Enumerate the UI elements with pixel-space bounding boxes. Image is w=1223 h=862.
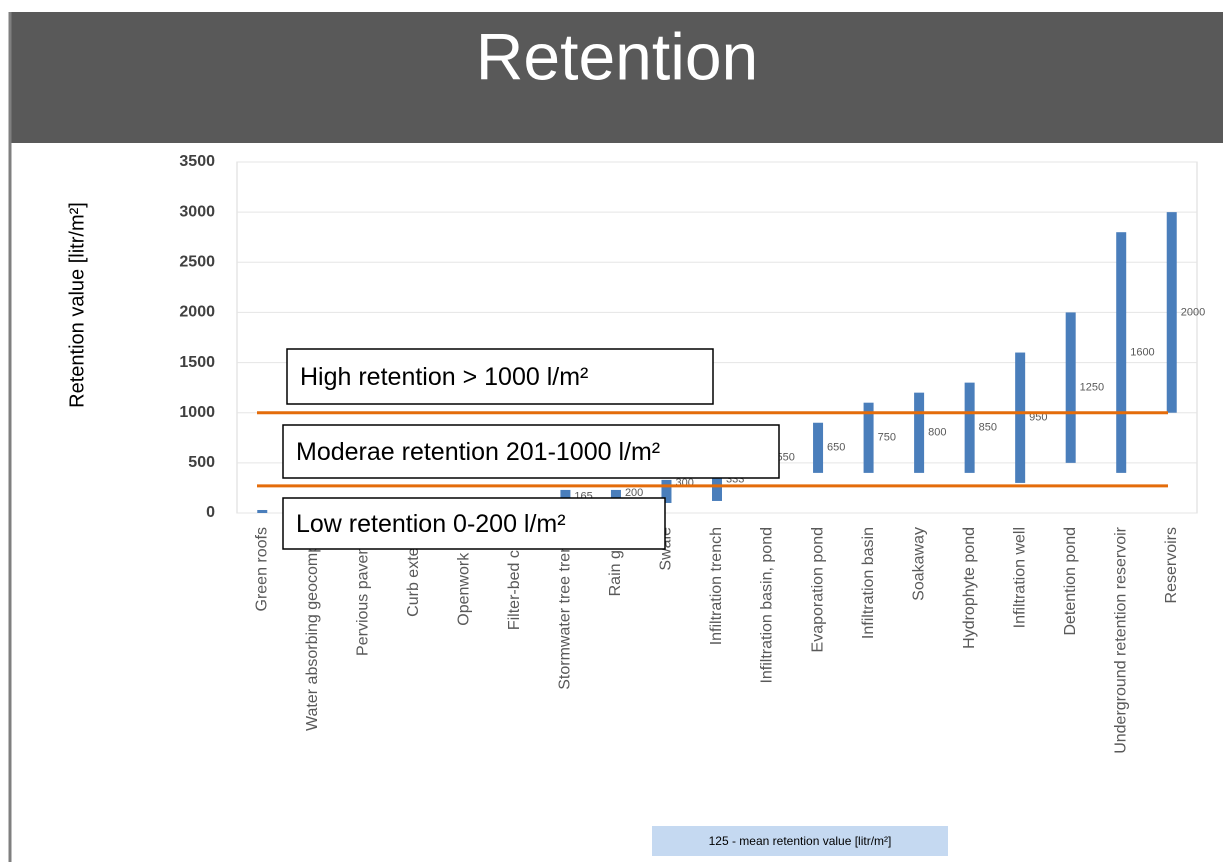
bar (1065, 312, 1076, 463)
footnote: 125 - mean retention value [litr/m²] (709, 834, 892, 848)
bar (560, 489, 571, 503)
mean-label: 950 (1029, 412, 1047, 424)
mean-label: 1250 (1080, 382, 1104, 394)
y-tick-label: 3000 (179, 203, 215, 220)
y-tick-label: 0 (206, 504, 215, 521)
bar (661, 479, 672, 503)
annotation: Low retention 0-200 l/m² (296, 510, 566, 538)
x-tick-label: Soakaway (910, 527, 927, 601)
annotation-box (282, 497, 666, 550)
bar (813, 422, 824, 473)
bar (964, 382, 975, 473)
x-tick-label: Infiltration basin, pond (759, 527, 776, 684)
x-tick-label: Openwork pla (456, 527, 473, 626)
bar (1166, 212, 1177, 413)
annotation: Moderae retention 201-1000 l/m² (296, 438, 660, 466)
x-tick-label: Infiltration basin (860, 527, 877, 639)
x-tick-label: Evaporation pond (809, 527, 826, 652)
y-tick-label: 3500 (179, 153, 215, 170)
footnote-box (652, 826, 948, 856)
x-tick-label: Stormwater tree trench (557, 527, 574, 690)
mean-label: 200 (625, 487, 643, 499)
y-tick-label: 1000 (179, 404, 215, 421)
annotation: High retention > 1000 l/m² (300, 363, 588, 391)
y-tick-label: 2500 (179, 254, 215, 271)
title-bar (10, 12, 1223, 143)
x-tick-label: Hydrophyte pond (961, 527, 978, 649)
x-tick-label: Water absorbing geocompos (304, 527, 321, 731)
annotation-box (286, 348, 714, 405)
bar (257, 509, 268, 513)
bar (914, 392, 925, 473)
mean-label: 850 (979, 422, 997, 434)
mean-label: 750 (878, 432, 896, 444)
slide-title: Retention (476, 19, 759, 93)
annotation-box (282, 424, 780, 479)
y-tick-label: 1500 (179, 354, 215, 371)
x-tick-label: Infiltration trench (708, 527, 725, 645)
x-tick-label: Pervious pavemer (355, 526, 372, 656)
bar (1116, 232, 1127, 473)
x-tick-label: Filter-bed char (506, 526, 523, 630)
mean-label: 1600 (1130, 346, 1154, 358)
mean-label: 650 (827, 442, 845, 454)
x-tick-label: Underground retention reservoir (1112, 526, 1129, 753)
bar (1015, 352, 1026, 483)
y-tick-label: 500 (188, 454, 215, 471)
annotations: High retention > 1000 l/m² Moderae retent… (282, 348, 948, 856)
bar (610, 489, 621, 503)
x-tick-label: Detention pond (1062, 527, 1079, 636)
x-tick-label: Reservoirs (1163, 527, 1180, 603)
chart: 0 500 1000 1500 2000 2500 3000 3500 Green roofs W… (179, 153, 1205, 754)
mean-label: 550 (777, 452, 795, 464)
mean-label: 800 (928, 427, 946, 439)
mean-label: 2000 (1181, 306, 1205, 318)
y-tick-label: 2000 (179, 304, 215, 321)
bar (863, 402, 874, 473)
x-tick-label: Infiltration well (1011, 527, 1028, 628)
y-axis-label: Retention value [litr/m²] (66, 202, 88, 408)
x-tick-label: Green roofs (253, 527, 270, 611)
